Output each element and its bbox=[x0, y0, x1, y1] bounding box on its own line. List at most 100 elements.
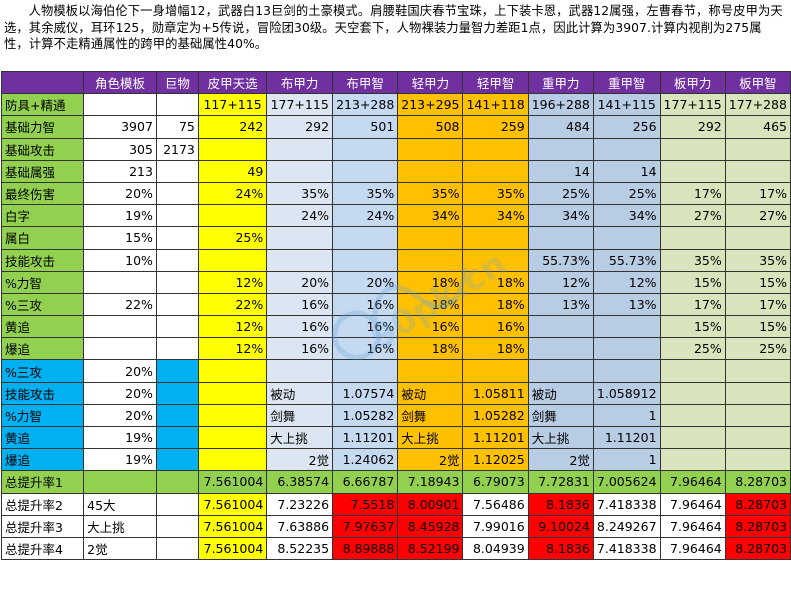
table-cell[interactable]: 12% bbox=[197, 270, 268, 294]
table-cell[interactable] bbox=[462, 137, 529, 161]
column-header[interactable]: 布甲力 bbox=[266, 70, 334, 95]
table-cell[interactable]: 24% bbox=[332, 204, 399, 228]
table-cell[interactable]: 8.52199 bbox=[397, 536, 464, 561]
table-cell[interactable]: 7.96464 bbox=[659, 470, 726, 494]
table-cell[interactable] bbox=[397, 159, 464, 183]
row-label[interactable]: 技能攻击 bbox=[0, 248, 85, 272]
column-header[interactable]: 板甲力 bbox=[659, 70, 726, 95]
table-cell[interactable]: 22% bbox=[83, 292, 157, 317]
table-cell[interactable]: 12% bbox=[592, 270, 661, 294]
table-cell[interactable]: 55.73% bbox=[527, 248, 594, 272]
table-cell[interactable] bbox=[462, 159, 529, 183]
table-cell[interactable] bbox=[266, 226, 334, 250]
table-cell[interactable]: 27% bbox=[659, 204, 726, 228]
table-cell[interactable]: 16% bbox=[397, 315, 464, 339]
table-cell[interactable] bbox=[197, 425, 268, 450]
table-cell[interactable] bbox=[155, 514, 199, 538]
table-cell[interactable]: 25% bbox=[527, 181, 594, 206]
table-cell[interactable]: 1.058912 bbox=[592, 381, 661, 405]
table-cell[interactable]: 35% bbox=[397, 181, 464, 206]
table-cell[interactable]: 1.05282 bbox=[462, 403, 529, 428]
table-cell[interactable]: 7.56486 bbox=[462, 492, 529, 516]
table-cell[interactable]: 16% bbox=[332, 292, 399, 317]
table-cell[interactable] bbox=[197, 381, 268, 405]
table-cell[interactable] bbox=[397, 248, 464, 272]
table-cell[interactable]: 8.28703 bbox=[724, 492, 791, 516]
table-cell[interactable]: 剑舞 bbox=[527, 403, 594, 428]
table-cell[interactable] bbox=[197, 359, 268, 383]
table-cell[interactable]: 18% bbox=[462, 292, 529, 317]
column-header[interactable]: 巨物 bbox=[155, 70, 199, 95]
table-cell[interactable] bbox=[83, 93, 157, 117]
row-label[interactable]: 最终伤害 bbox=[0, 181, 85, 206]
table-cell[interactable]: 8.89888 bbox=[332, 536, 399, 561]
row-label[interactable]: 总提升率3 bbox=[0, 514, 85, 538]
table-cell[interactable] bbox=[527, 315, 594, 339]
table-cell[interactable]: 8.28703 bbox=[724, 470, 791, 494]
table-cell[interactable] bbox=[155, 359, 199, 383]
table-cell[interactable] bbox=[155, 403, 199, 428]
table-cell[interactable]: 35% bbox=[266, 181, 334, 206]
table-cell[interactable] bbox=[197, 448, 268, 472]
row-label[interactable]: 防具+精通 bbox=[0, 93, 85, 117]
row-label[interactable]: %三攻 bbox=[0, 292, 85, 317]
table-cell[interactable]: 1.11201 bbox=[592, 425, 661, 450]
row-label[interactable]: %力智 bbox=[0, 270, 85, 294]
table-cell[interactable]: 177+115 bbox=[266, 93, 334, 117]
table-cell[interactable]: 17% bbox=[659, 292, 726, 317]
table-cell[interactable] bbox=[155, 226, 199, 250]
table-cell[interactable]: 34% bbox=[592, 204, 661, 228]
table-cell[interactable]: 1.24062 bbox=[332, 448, 399, 472]
table-cell[interactable] bbox=[462, 248, 529, 272]
table-cell[interactable]: 剑舞 bbox=[266, 403, 334, 428]
table-cell[interactable]: 35% bbox=[659, 248, 726, 272]
table-cell[interactable]: 12% bbox=[527, 270, 594, 294]
table-cell[interactable] bbox=[83, 470, 157, 494]
table-cell[interactable]: 25% bbox=[724, 337, 791, 361]
table-cell[interactable]: 16% bbox=[266, 337, 334, 361]
table-cell[interactable]: 大上挑 bbox=[527, 425, 594, 450]
table-cell[interactable]: 19% bbox=[83, 425, 157, 450]
table-cell[interactable] bbox=[462, 359, 529, 383]
table-cell[interactable]: 9.10024 bbox=[527, 514, 594, 538]
table-cell[interactable]: 15% bbox=[83, 226, 157, 250]
table-cell[interactable]: 17% bbox=[659, 181, 726, 206]
table-cell[interactable] bbox=[659, 403, 726, 428]
table-cell[interactable]: 大上挑 bbox=[397, 425, 464, 450]
table-cell[interactable]: 3907 bbox=[83, 115, 157, 139]
table-cell[interactable]: 7.418338 bbox=[592, 536, 661, 561]
row-label[interactable]: 基础力智 bbox=[0, 115, 85, 139]
table-cell[interactable] bbox=[592, 315, 661, 339]
table-cell[interactable]: 18% bbox=[397, 292, 464, 317]
table-cell[interactable]: 16% bbox=[332, 337, 399, 361]
table-cell[interactable]: 2觉 bbox=[527, 448, 594, 472]
table-cell[interactable]: 24% bbox=[266, 204, 334, 228]
column-header[interactable]: 板甲智 bbox=[724, 70, 791, 95]
table-cell[interactable] bbox=[397, 359, 464, 383]
table-cell[interactable]: 45大 bbox=[83, 492, 157, 516]
table-cell[interactable]: 259 bbox=[462, 115, 529, 139]
table-cell[interactable]: 35% bbox=[332, 181, 399, 206]
table-cell[interactable] bbox=[197, 137, 268, 161]
table-cell[interactable]: 20% bbox=[83, 381, 157, 405]
table-cell[interactable]: 16% bbox=[332, 315, 399, 339]
table-cell[interactable]: 16% bbox=[462, 315, 529, 339]
table-cell[interactable]: 35% bbox=[462, 181, 529, 206]
table-cell[interactable] bbox=[659, 448, 726, 472]
table-cell[interactable]: 24% bbox=[197, 181, 268, 206]
table-cell[interactable] bbox=[83, 337, 157, 361]
table-cell[interactable]: 7.18943 bbox=[397, 470, 464, 494]
table-cell[interactable]: 465 bbox=[724, 115, 791, 139]
table-cell[interactable]: 8.45928 bbox=[397, 514, 464, 538]
table-cell[interactable]: 1.05282 bbox=[332, 403, 399, 428]
table-cell[interactable] bbox=[155, 425, 199, 450]
table-cell[interactable]: 177+288 bbox=[724, 93, 791, 117]
table-cell[interactable]: 13% bbox=[527, 292, 594, 317]
table-cell[interactable] bbox=[659, 159, 726, 183]
table-cell[interactable] bbox=[659, 425, 726, 450]
table-cell[interactable] bbox=[527, 137, 594, 161]
table-cell[interactable]: 196+288 bbox=[527, 93, 594, 117]
row-label[interactable]: %力智 bbox=[0, 403, 85, 428]
row-label[interactable]: 技能攻击 bbox=[0, 381, 85, 405]
table-cell[interactable]: 8.00901 bbox=[397, 492, 464, 516]
